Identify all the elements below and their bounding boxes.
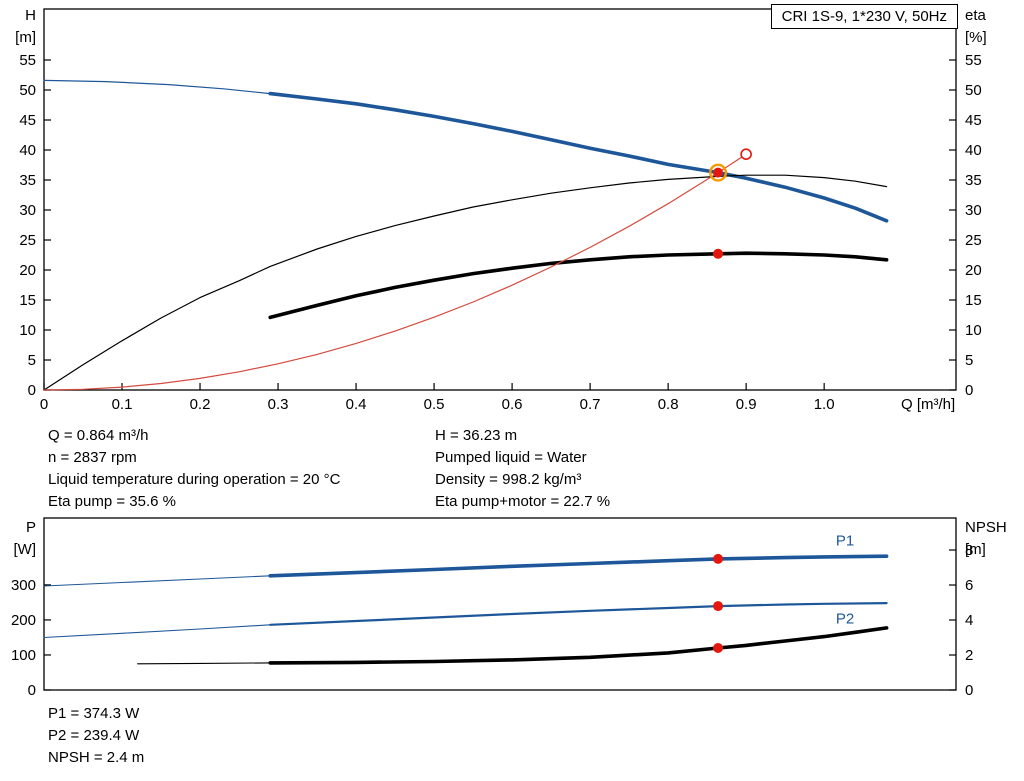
y-left-tick-label: 15 <box>19 292 36 309</box>
y-left-tick-label: 0 <box>28 682 36 699</box>
p2-curve <box>269 601 888 626</box>
power-npsh-chart: 0 100 200 300 0 2 4 6 8 P [W] NPSH [m] P1 P2 <box>11 517 1007 699</box>
y-right-tick-label: 25 <box>965 232 982 249</box>
x-tick-label: 0.7 <box>580 396 601 413</box>
y-left-tick-label: 50 <box>19 82 36 99</box>
duty-point-eta-motor <box>713 248 724 259</box>
y-left-tick-label: 20 <box>19 262 36 279</box>
y-left-tick-label: 55 <box>19 52 36 69</box>
y-right-axis-title: [%] <box>965 29 987 46</box>
qh-eta-chart: 0 5 10 15 20 25 30 35 40 45 50 55 0 5 10 15 20 25 30 35 40 45… <box>15 7 987 413</box>
y-right-axis-title: NPSH <box>965 519 1007 536</box>
y-left-axis-title: [m] <box>15 29 36 46</box>
info-liquid-temp: Liquid temperature during operation = 20… <box>48 471 341 488</box>
y-right-tick-label: 8 <box>965 542 973 559</box>
info-flow: Q = 0.864 m³/h <box>48 427 149 444</box>
info-pumped-liquid: Pumped liquid = Water <box>435 449 587 466</box>
y-right-tick-label: 40 <box>965 142 982 159</box>
y-left-tick-label: 200 <box>11 612 36 629</box>
info-head: H = 36.23 m <box>435 427 518 444</box>
p1-curve-label: P1 <box>836 533 854 550</box>
y-left-tick-label: 35 <box>19 172 36 189</box>
y-right-tick-label: 20 <box>965 262 982 279</box>
duty-point-p1 <box>713 553 724 564</box>
x-axis-label: Q [m³/h] <box>901 396 955 413</box>
y-right-tick-label: 0 <box>965 682 973 699</box>
y-left-tick-label: 25 <box>19 232 36 249</box>
head-curve <box>268 91 889 223</box>
p2-curve-label: P2 <box>836 610 854 627</box>
info-eta-pump-motor: Eta pump+motor = 22.7 % <box>435 493 611 510</box>
y-right-axis-title: [m] <box>965 541 986 558</box>
x-tick-label: 0.3 <box>268 396 289 413</box>
x-tick-label: 0.4 <box>346 396 367 413</box>
p1-curve-thin <box>43 575 271 587</box>
info-speed: n = 2837 rpm <box>48 449 137 466</box>
y-left-tick-label: 0 <box>28 382 36 399</box>
x-tick-label: 1.0 <box>814 396 835 413</box>
plot-border <box>43 517 957 691</box>
info-eta-pump: Eta pump = 35.6 % <box>48 493 176 510</box>
x-tick-label: 0.1 <box>112 396 133 413</box>
duty-point-head-halo <box>709 163 728 182</box>
head-curve-thin <box>43 79 271 95</box>
result-npsh: NPSH = 2.4 m <box>48 749 145 766</box>
duty-info-right-column: H = 36.23 m Pumped liquid = Water Densit… <box>435 425 610 513</box>
result-p2: P2 = 239.4 W <box>48 727 140 744</box>
x-tick-label: 0.9 <box>736 396 757 413</box>
duty-point-p2 <box>713 601 724 612</box>
y-right-tick-label: 4 <box>965 612 973 629</box>
y-left-axis-title: H <box>25 7 36 24</box>
y-left-tick-label: 5 <box>28 352 36 369</box>
system-curve <box>43 153 747 391</box>
eta-pump-motor-curve <box>268 251 889 320</box>
plot-border <box>43 8 957 391</box>
y-right-tick-label: 10 <box>965 322 982 339</box>
y-right-tick-label: 5 <box>965 352 973 369</box>
x-tick-label: 0.5 <box>424 396 445 413</box>
duty-info-left-column: Q = 0.864 m³/h n = 2837 rpm Liquid tempe… <box>48 425 340 513</box>
y-left-axis-title: [W] <box>14 541 37 558</box>
p1-curve <box>268 554 889 578</box>
y-left-axis-title: P <box>26 519 36 536</box>
y-left-tick-label: 300 <box>11 577 36 594</box>
npsh-curve-thin <box>137 662 271 665</box>
y-left-tick-label: 45 <box>19 112 36 129</box>
y-right-tick-label: 2 <box>965 647 973 664</box>
y-left-tick-label: 30 <box>19 202 36 219</box>
y-right-tick-label: 30 <box>965 202 982 219</box>
p2-curve-thin <box>43 624 271 639</box>
y-right-tick-label: 50 <box>965 82 982 99</box>
y-right-tick-label: 35 <box>965 172 982 189</box>
y-right-tick-label: 45 <box>965 112 982 129</box>
info-density: Density = 998.2 kg/m³ <box>435 471 582 488</box>
y-right-tick-label: 6 <box>965 577 973 594</box>
y-right-tick-label: 15 <box>965 292 982 309</box>
y-left-tick-label: 40 <box>19 142 36 159</box>
pump-type-label: CRI 1S-9, 1*230 V, 50Hz <box>770 4 958 29</box>
y-right-axis-title: eta <box>965 7 987 24</box>
results-panel: P1 = 374.3 W P2 = 239.4 W NPSH = 2.4 m <box>48 703 144 769</box>
y-right-tick-label: 0 <box>965 382 973 399</box>
x-tick-label: 0.8 <box>658 396 679 413</box>
duty-point-npsh <box>713 643 724 654</box>
y-right-tick-label: 55 <box>965 52 982 69</box>
x-tick-label: 0.2 <box>190 396 211 413</box>
npsh-curve <box>268 626 889 665</box>
y-left-tick-label: 10 <box>19 322 36 339</box>
system-curve-end <box>740 148 752 160</box>
x-tick-label: 0.6 <box>502 396 523 413</box>
duty-point-head <box>713 167 724 178</box>
result-p1: P1 = 374.3 W <box>48 705 140 722</box>
eta-pump-curve <box>43 174 888 391</box>
x-tick-label: 0 <box>40 396 48 413</box>
y-left-tick-label: 100 <box>11 647 36 664</box>
